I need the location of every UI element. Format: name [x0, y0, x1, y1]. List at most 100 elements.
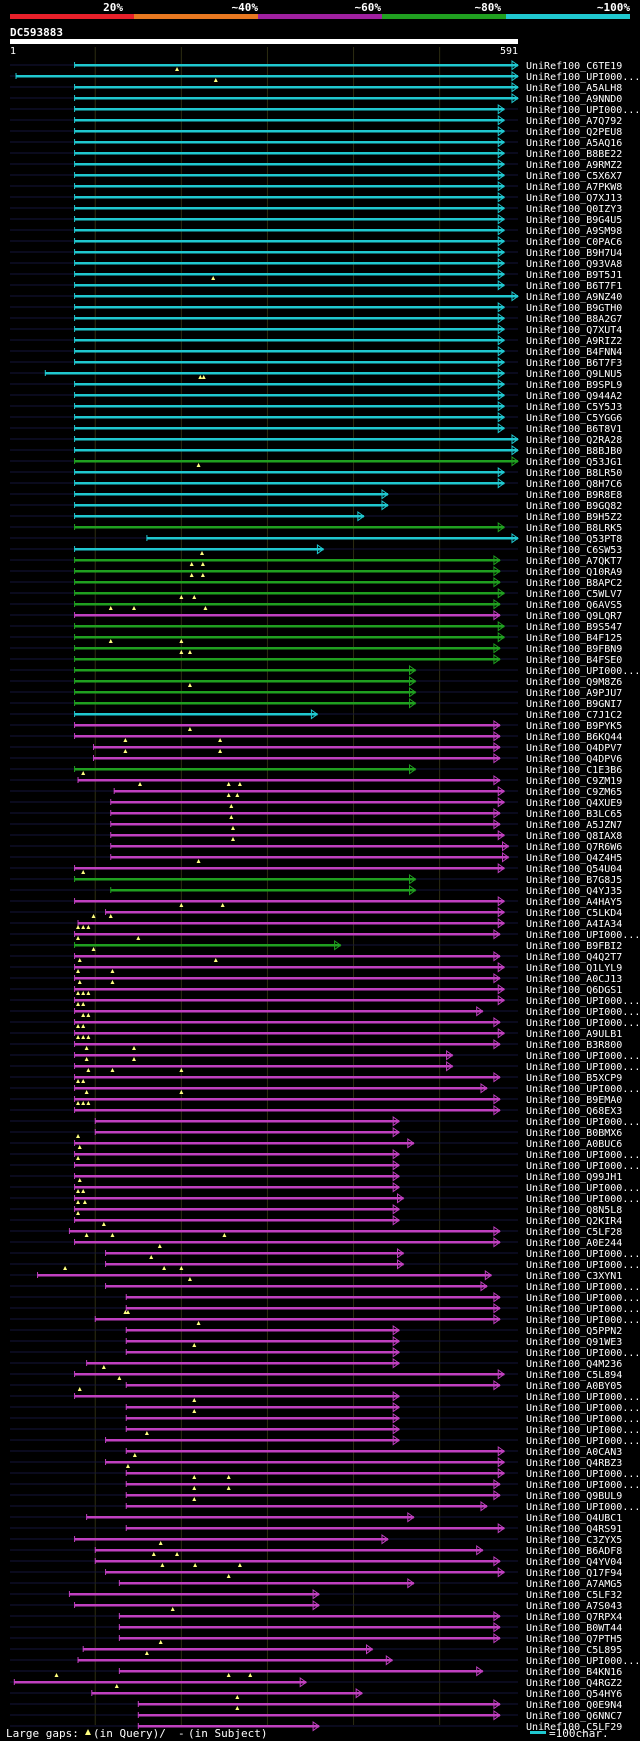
hit-bar[interactable] [74, 1208, 400, 1211]
hit-label[interactable]: UniRef100_A7PKW8 [526, 182, 622, 193]
hit-bar[interactable] [74, 614, 500, 617]
hit-label[interactable]: UniRef100_Q8N5L8 [526, 1205, 622, 1216]
hit-row[interactable]: UniRef100_B9T5J1 [10, 269, 622, 281]
hit-row[interactable]: UniRef100_B9GTH0 [10, 302, 622, 314]
hit-label[interactable]: UniRef100_UPI000... [526, 1403, 640, 1414]
hit-label[interactable]: UniRef100_B9H5Z2 [526, 512, 622, 523]
hit-row[interactable]: UniRef100_C5LF28 [10, 1222, 622, 1238]
hit-row[interactable]: UniRef100_B9FBN9 [10, 639, 622, 655]
hit-row[interactable]: UniRef100_A5AQ16 [10, 137, 622, 149]
hit-label[interactable]: UniRef100_A9PJU7 [526, 688, 622, 699]
hit-label[interactable]: UniRef100_A0BY05 [526, 1381, 622, 1392]
hit-label[interactable]: UniRef100_UPI000... [526, 1304, 640, 1315]
hit-row[interactable]: UniRef100_A7QKT7 [10, 551, 622, 567]
hit-row[interactable]: UniRef100_UPI000... [10, 1343, 640, 1359]
hit-bar[interactable] [138, 1725, 320, 1728]
hit-row[interactable]: UniRef100_UPI000... [10, 104, 640, 116]
hit-label[interactable]: UniRef100_B9G4U5 [526, 215, 622, 226]
hit-label[interactable]: UniRef100_C5X6X7 [526, 171, 622, 182]
hit-row[interactable]: UniRef100_Q9LNU5 [10, 368, 622, 380]
hit-row[interactable]: UniRef100_B9G4U5 [10, 214, 622, 226]
hit-row[interactable]: UniRef100_UPI000... [10, 1277, 640, 1293]
hit-label[interactable]: UniRef100_Q4DPV7 [526, 743, 622, 754]
hit-bar[interactable] [105, 1439, 400, 1442]
hit-row[interactable]: UniRef100_A5ALH8 [10, 78, 622, 94]
hit-row[interactable]: UniRef100_A0CJ13 [10, 969, 622, 985]
hit-label[interactable]: UniRef100_B3R800 [526, 1040, 622, 1051]
hit-row[interactable]: UniRef100_C3ZYX5 [10, 1534, 622, 1546]
hit-row[interactable]: UniRef100_B9S547 [10, 621, 622, 633]
hit-bar[interactable] [74, 1010, 483, 1013]
hit-row[interactable]: UniRef100_A0BY05 [10, 1376, 622, 1392]
hit-label[interactable]: UniRef100_UPI000... [526, 1656, 640, 1667]
hit-bar[interactable] [74, 317, 505, 320]
hit-label[interactable]: UniRef100_UPI000... [526, 1293, 640, 1304]
hit-label[interactable]: UniRef100_C5YGG6 [526, 413, 622, 424]
hit-label[interactable]: UniRef100_C6SW53 [526, 545, 622, 556]
hit-row[interactable]: UniRef100_Q7XJ13 [10, 192, 622, 204]
hit-label[interactable]: UniRef100_UPI000... [526, 1007, 640, 1018]
hit-bar[interactable] [83, 1648, 373, 1651]
hit-bar[interactable] [74, 1373, 505, 1376]
hit-row[interactable]: UniRef100_B8LR50 [10, 463, 622, 479]
hit-row[interactable]: UniRef100_Q4RBZ3 [10, 1453, 622, 1469]
hit-row[interactable]: UniRef100_B4FNN4 [10, 346, 622, 358]
hit-bar[interactable] [126, 1329, 400, 1332]
hit-row[interactable]: UniRef100_UPI000... [10, 1244, 640, 1260]
hit-label[interactable]: UniRef100_UPI000... [526, 1150, 640, 1161]
hit-row[interactable]: UniRef100_Q8H7C6 [10, 478, 622, 490]
hit-row[interactable]: UniRef100_C5L895 [10, 1640, 622, 1656]
hit-row[interactable]: UniRef100_B4KN16 [10, 1666, 622, 1678]
hit-row[interactable]: UniRef100_Q4DPV6 [10, 749, 622, 765]
hit-bar[interactable] [126, 1307, 500, 1310]
hit-row[interactable]: UniRef100_Q4DPV7 [10, 738, 622, 754]
hit-bar[interactable] [74, 229, 505, 232]
hit-bar[interactable] [105, 1263, 404, 1266]
hit-label[interactable]: UniRef100_Q0IZY3 [526, 204, 622, 215]
hit-label[interactable]: UniRef100_Q8IAX8 [526, 831, 622, 842]
hit-row[interactable]: UniRef100_Q2PEU8 [10, 126, 622, 138]
hit-bar[interactable] [95, 1318, 500, 1321]
hit-label[interactable]: UniRef100_A5JZN7 [526, 820, 622, 831]
hit-label[interactable]: UniRef100_Q9BUL9 [526, 1491, 622, 1502]
hit-bar[interactable] [74, 526, 505, 529]
hit-bar[interactable] [126, 1417, 400, 1420]
hit-bar[interactable] [74, 86, 519, 89]
hit-label[interactable]: UniRef100_Q6DGS1 [526, 985, 622, 996]
hit-row[interactable]: UniRef100_B9GQ82 [10, 500, 622, 512]
hit-label[interactable]: UniRef100_Q91WE3 [526, 1337, 622, 1348]
hit-bar[interactable] [74, 1153, 400, 1156]
hit-bar[interactable] [74, 592, 505, 595]
hit-row[interactable]: UniRef100_C6TE19 [10, 60, 622, 72]
hit-bar[interactable] [126, 1351, 400, 1354]
hit-label[interactable]: UniRef100_Q54HY6 [526, 1689, 622, 1700]
hit-row[interactable]: UniRef100_UPI000... [10, 991, 640, 1007]
hit-row[interactable]: UniRef100_Q53PT8 [10, 533, 622, 545]
hit-bar[interactable] [126, 1428, 400, 1431]
hit-row[interactable]: UniRef100_Q8IAX8 [10, 826, 622, 842]
hit-label[interactable]: UniRef100_UPI000... [526, 1414, 640, 1425]
hit-row[interactable]: UniRef100_UPI000... [10, 1292, 640, 1304]
hit-row[interactable]: UniRef100_A7PKW8 [10, 181, 622, 193]
hit-row[interactable]: UniRef100_C6SW53 [10, 544, 622, 556]
hit-label[interactable]: UniRef100_C7J1C2 [526, 710, 622, 721]
hit-label[interactable]: UniRef100_Q4YV04 [526, 1557, 622, 1568]
hit-row[interactable]: UniRef100_B6KQ44 [10, 727, 622, 743]
hit-bar[interactable] [126, 1450, 505, 1453]
hit-row[interactable]: UniRef100_A9ULB1 [10, 1024, 622, 1040]
hit-label[interactable]: UniRef100_UPI000... [526, 1183, 640, 1194]
hit-bar[interactable] [74, 735, 500, 738]
hit-bar[interactable] [126, 1296, 500, 1299]
hit-row[interactable]: UniRef100_Q99JH1 [10, 1171, 622, 1183]
hit-label[interactable]: UniRef100_Q53PT8 [526, 534, 622, 545]
hit-label[interactable]: UniRef100_C5L895 [526, 1645, 622, 1656]
hit-bar[interactable] [37, 1274, 492, 1277]
hit-label[interactable]: UniRef100_Q7RPX4 [526, 1612, 622, 1623]
hit-label[interactable]: UniRef100_Q4Q2T7 [526, 952, 622, 963]
hit-label[interactable]: UniRef100_B8A2G7 [526, 314, 622, 325]
hit-bar[interactable] [78, 922, 505, 925]
hit-row[interactable]: UniRef100_B7G8J5 [10, 870, 622, 886]
hit-bar[interactable] [74, 383, 505, 386]
hit-bar[interactable] [78, 1659, 393, 1662]
hit-label[interactable]: UniRef100_Q4RS91 [526, 1524, 622, 1535]
